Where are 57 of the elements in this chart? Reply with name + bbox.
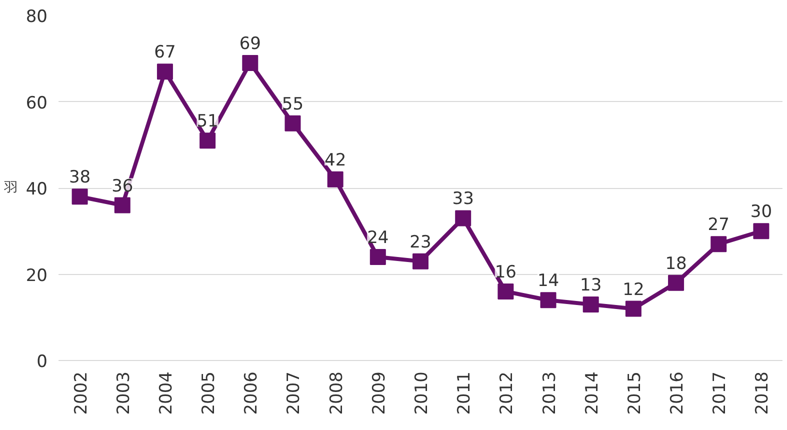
x-tick-label: 2012: [497, 372, 518, 415]
point: [710, 236, 727, 252]
x-tick-label: 2017: [710, 372, 730, 415]
x-tick-label: 2011: [454, 372, 475, 415]
data-label: 12: [622, 280, 644, 300]
data-label: 69: [239, 34, 261, 54]
point: [200, 132, 216, 149]
data-label: 23: [410, 232, 432, 252]
point: [370, 249, 386, 265]
x-tick-label: 2006: [242, 372, 262, 415]
y-tick-label: 80: [26, 7, 48, 27]
y-axis-title: 羽: [2, 180, 18, 196]
y-tick-label: 20: [26, 266, 48, 286]
data-label: 13: [580, 275, 602, 296]
point: [284, 115, 301, 132]
point: [156, 64, 173, 80]
point: [114, 197, 130, 214]
point: [498, 284, 514, 300]
point: [582, 296, 599, 312]
x-tick-label: 2005: [199, 372, 220, 415]
x-tick-label: 2007: [284, 372, 304, 415]
x-tick-label: 2016: [668, 372, 688, 415]
x-tick-label: 2015: [624, 372, 645, 415]
x-tick-label: 2013: [540, 372, 560, 415]
data-label: 30: [750, 202, 772, 222]
data-label: 16: [494, 262, 516, 282]
point: [625, 300, 642, 317]
x-tick-label: 2009: [369, 372, 390, 415]
x-tick-label: 2014: [582, 372, 602, 415]
point: [540, 292, 556, 308]
point: [753, 223, 770, 240]
data-label: 14: [537, 271, 560, 292]
data-label: 24: [367, 228, 389, 248]
data-label: 36: [112, 176, 134, 196]
data-label: 33: [452, 189, 474, 210]
data-label: 38: [68, 168, 91, 188]
point: [72, 188, 88, 205]
point: [668, 274, 684, 291]
x-tick-label: 2018: [752, 372, 773, 415]
point: [242, 54, 258, 71]
x-tick-label: 2004: [156, 372, 176, 415]
data-label: 18: [665, 254, 687, 274]
x-tick-label: 2003: [114, 372, 134, 415]
y-tick-label: 60: [26, 93, 48, 114]
data-label: 55: [282, 94, 304, 114]
data-label: 51: [196, 112, 218, 132]
data-label: 42: [324, 150, 346, 170]
x-tick-label: 2010: [412, 372, 432, 415]
data-label: 27: [708, 215, 730, 236]
data-label: 67: [154, 42, 176, 63]
y-tick-label: 40: [26, 180, 48, 200]
point: [327, 171, 344, 188]
x-tick-label: 2002: [71, 372, 92, 415]
x-tick-label: 2008: [326, 372, 347, 415]
y-tick-label: 0: [36, 352, 48, 372]
point: [455, 210, 472, 226]
point: [412, 253, 428, 270]
